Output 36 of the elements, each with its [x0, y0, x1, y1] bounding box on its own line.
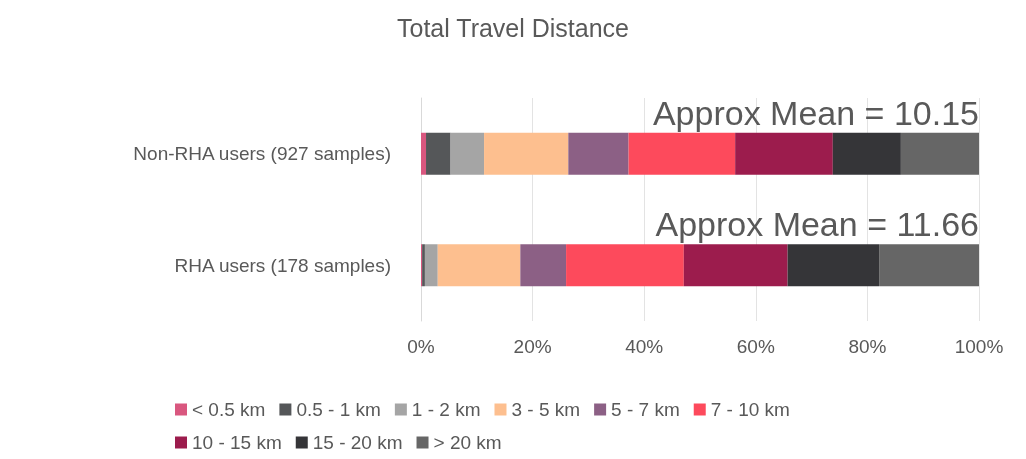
legend-label: 10 - 15 km [192, 432, 282, 453]
bar [568, 132, 629, 175]
y-tick-label: Non-RHA users (927 samples) [133, 143, 391, 165]
bar [421, 132, 427, 175]
x-tick-label: 80% [848, 336, 887, 357]
annotation: Approx Mean = 11.66 [655, 205, 979, 244]
bar [437, 244, 521, 287]
legend-label: 5 - 7 km [611, 399, 680, 420]
x-tick-label: 20% [513, 336, 552, 357]
bar [787, 244, 880, 287]
bar [450, 132, 485, 175]
bar [566, 244, 684, 287]
bar [484, 132, 569, 175]
x-tick-label: 60% [736, 336, 775, 357]
x-tick-label: 40% [625, 336, 664, 357]
legend-label: 1 - 2 km [411, 399, 481, 420]
legend-label: < 0.5 km [192, 399, 266, 420]
bar [735, 132, 833, 175]
bar [628, 132, 736, 175]
legend-label: 15 - 20 km [312, 432, 403, 453]
chart-title: Total Travel Distance [396, 13, 630, 42]
legend-label: 7 - 10 km [710, 399, 790, 420]
legend-label: 3 - 5 km [511, 399, 581, 420]
x-tick-label: 0% [407, 336, 435, 357]
x-tick-label: 100% [954, 336, 1004, 357]
bar [520, 244, 567, 287]
legend-label: 0.5 - 1 km [296, 399, 381, 420]
bar [900, 132, 979, 175]
bar [683, 244, 788, 287]
bar [832, 132, 901, 175]
bar [879, 244, 979, 287]
bar [426, 132, 451, 175]
y-tick-label: RHA users (178 samples) [174, 254, 391, 276]
bar [424, 244, 438, 287]
annotation: Approx Mean = 10.15 [652, 93, 980, 132]
legend-label: > 20 km [433, 432, 502, 453]
